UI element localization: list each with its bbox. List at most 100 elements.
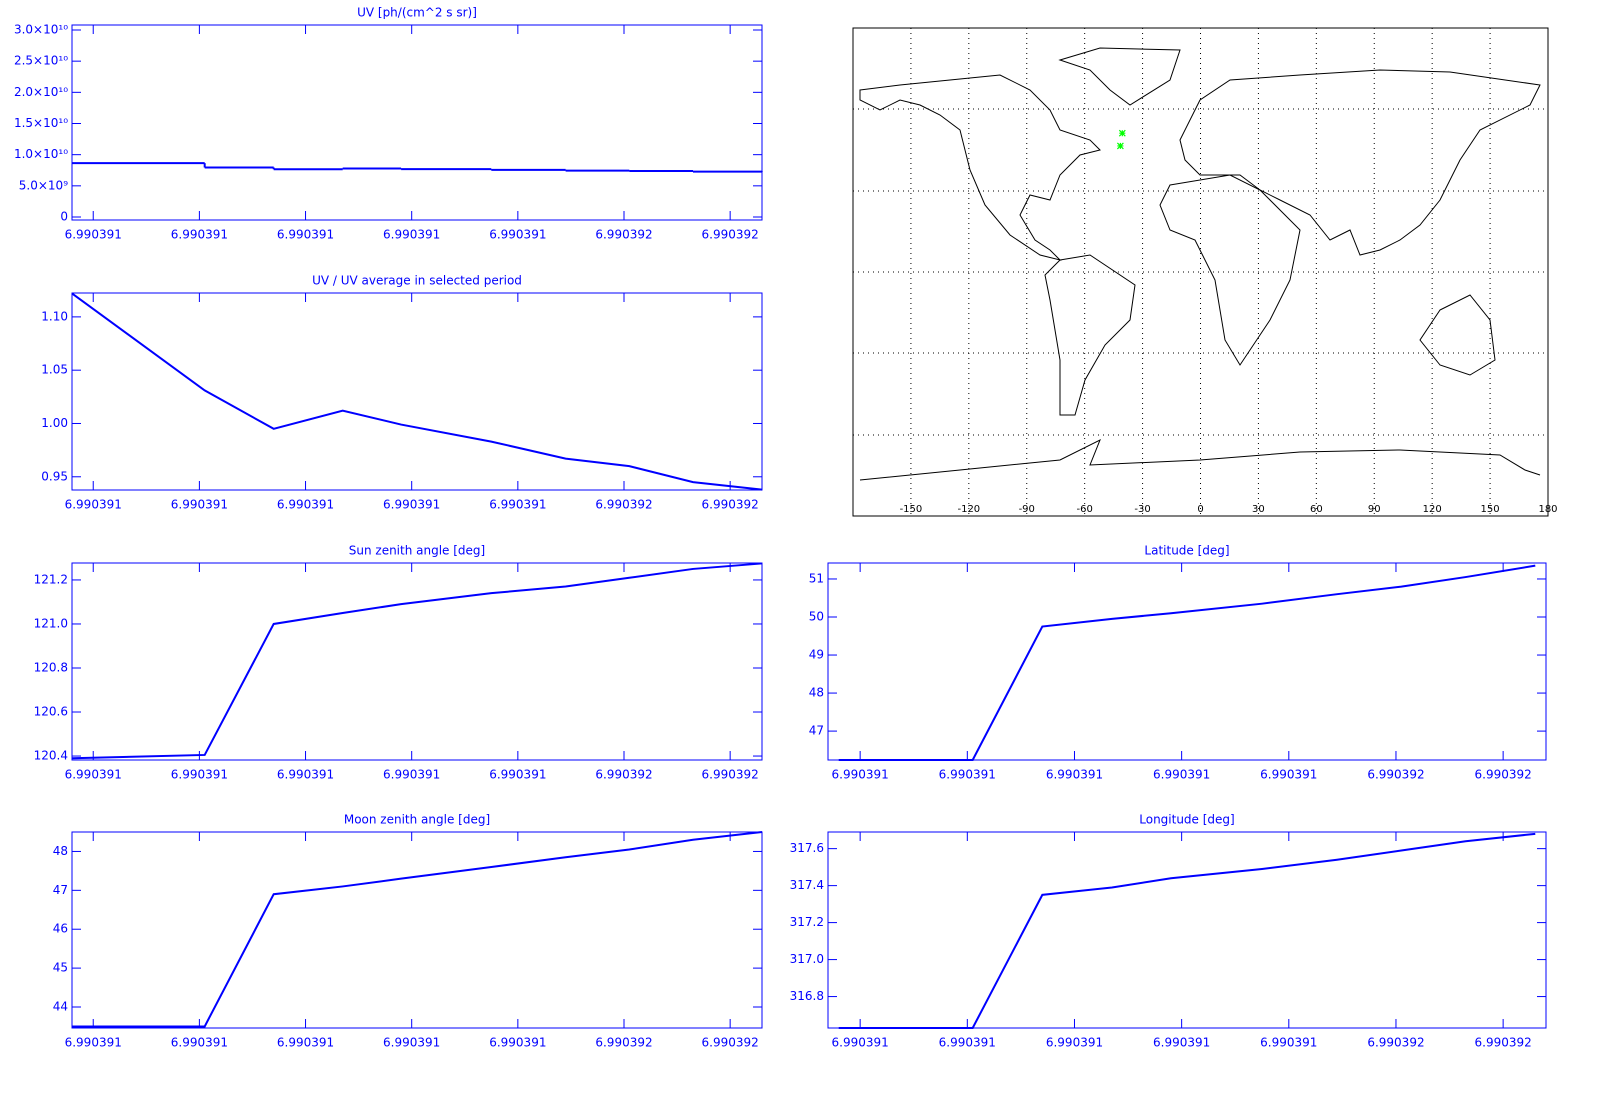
australia [1419, 294, 1496, 376]
x-tick-label: 6.990391 [277, 1036, 334, 1050]
y-tick-label: 0.95 [41, 469, 68, 483]
x-tick-label: 6.990391 [832, 768, 889, 782]
plot-frame [71, 562, 763, 761]
y-tick-label: 120.4 [34, 749, 68, 763]
x-tick-label: 6.990391 [65, 1036, 122, 1050]
x-tick-label: 6.990392 [595, 228, 652, 242]
y-tick-label: 51 [809, 571, 824, 585]
data-line [838, 832, 1536, 1029]
x-tick-label: 6.990391 [65, 498, 122, 512]
x-tick-label: 6.990391 [277, 498, 334, 512]
x-tick-label: 6.990391 [1153, 768, 1210, 782]
x-tick-label: 6.990392 [702, 228, 759, 242]
x-tick-label: 6.990391 [277, 228, 334, 242]
line-chart: Moon zenith angle [deg] 44 45 46 47 48 6.99039… [53, 813, 763, 1050]
x-tick-label: -30 [1134, 504, 1150, 515]
chart-title: Moon zenith angle [deg] [344, 813, 490, 827]
line-chart: UV [ph/(cm^2 s sr)] 0 5.0×10⁹ 1.0×10¹⁰ 1.5×1… [14, 6, 763, 242]
x-tick-label: 6.990391 [171, 1036, 228, 1050]
antarctica [859, 438, 1541, 481]
line-chart: Longitude [deg] 316.8 317.0 317.2 317.4 317.6… [790, 813, 1547, 1050]
y-tick-label: 50 [809, 610, 824, 624]
chart-title: UV / UV average in selected period [312, 274, 522, 288]
line-chart: Latitude [deg] 47 48 49 50 51 6.990391 6.990391… [809, 544, 1547, 782]
y-tick-label: 316.8 [790, 989, 824, 1003]
line-chart: UV / UV average in selected period 0.95 1.… [41, 274, 763, 512]
y-tick-label: 3.0×10¹⁰ [14, 22, 68, 36]
y-tick-label: 45 [53, 961, 68, 975]
x-tick-label: 150 [1481, 504, 1500, 515]
y-tick-label: 1.00 [41, 416, 68, 430]
world-map: -150 -120 -90 -60 -30 0 30 60 90 120 150 180 [852, 27, 1558, 517]
y-tick-label: 44 [53, 1000, 68, 1014]
x-tick-label: 6.990391 [171, 498, 228, 512]
y-tick-label: 317.0 [790, 952, 824, 966]
africa [1159, 174, 1301, 366]
x-tick-label: 6.990391 [171, 228, 228, 242]
data-line [838, 564, 1536, 761]
y-tick-label: 1.5×10¹⁰ [14, 116, 68, 130]
x-tick-label: 6.990392 [1475, 1036, 1532, 1050]
y-tick-label: 47 [809, 724, 824, 738]
chart-title: Latitude [deg] [1144, 544, 1229, 558]
y-tick-label: 2.5×10¹⁰ [14, 54, 68, 68]
y-tick-label: 1.05 [41, 363, 68, 377]
x-tick-label: 6.990392 [1367, 768, 1424, 782]
data-line [71, 292, 763, 491]
y-tick-label: 46 [53, 922, 68, 936]
south-america [1044, 254, 1136, 416]
x-tick-label: 6.990391 [1046, 1036, 1103, 1050]
data-line [71, 562, 763, 760]
x-tick-label: 6.990391 [65, 228, 122, 242]
chart-title: UV [ph/(cm^2 s sr)] [357, 6, 477, 20]
x-tick-label: 6.990391 [1153, 1036, 1210, 1050]
track-point [1118, 129, 1126, 137]
y-tick-label: 1.10 [41, 309, 68, 323]
y-tick-label: 2.0×10¹⁰ [14, 85, 68, 99]
y-tick-label: 49 [809, 648, 824, 662]
x-tick-label: 30 [1252, 504, 1265, 515]
x-tick-label: 6.990391 [1260, 1036, 1317, 1050]
x-tick-label: 6.990392 [702, 768, 759, 782]
x-tick-label: 6.990391 [171, 768, 228, 782]
x-tick-label: 6.990391 [489, 768, 546, 782]
y-tick-label: 47 [53, 883, 68, 897]
y-tick-label: 317.4 [790, 878, 824, 892]
x-tick-label: 6.990392 [1367, 1036, 1424, 1050]
x-tick-label: 6.990391 [383, 228, 440, 242]
plot-frame [71, 292, 763, 491]
x-tick-label: 120 [1423, 504, 1442, 515]
track-point [1116, 142, 1124, 150]
y-tick-label: 0 [60, 210, 68, 224]
line-chart: Sun zenith angle [deg] 120.4 120.6 120.8 121… [34, 544, 763, 782]
greenland [1058, 47, 1181, 106]
x-tick-label: 6.990391 [939, 1036, 996, 1050]
x-tick-label: 6.990392 [702, 498, 759, 512]
x-tick-label: 6.990391 [489, 1036, 546, 1050]
x-tick-label: 6.990391 [65, 768, 122, 782]
x-tick-label: 6.990391 [383, 768, 440, 782]
x-tick-label: 6.990392 [595, 1036, 652, 1050]
chart-title: Sun zenith angle [deg] [349, 544, 485, 558]
chart-title: Longitude [deg] [1139, 813, 1234, 827]
x-tick-label: 90 [1368, 504, 1381, 515]
y-tick-label: 5.0×10⁹ [19, 178, 68, 192]
x-tick-label: 6.990391 [489, 228, 546, 242]
x-tick-label: -120 [957, 504, 980, 515]
x-tick-label: -60 [1076, 504, 1092, 515]
y-tick-label: 120.6 [34, 705, 68, 719]
plot-frame [827, 831, 1547, 1029]
north-america [859, 74, 1101, 261]
x-tick-label: 6.990391 [939, 768, 996, 782]
y-tick-label: 317.2 [790, 915, 824, 929]
x-tick-label: 6.990391 [277, 768, 334, 782]
y-tick-label: 121.0 [34, 616, 68, 630]
x-tick-label: 6.990392 [702, 1036, 759, 1050]
x-tick-label: 6.990391 [1046, 768, 1103, 782]
latitude-grid [853, 108, 1548, 436]
x-tick-label: 6.990391 [1260, 768, 1317, 782]
x-tick-label: 180 [1538, 504, 1557, 515]
plot-frame [827, 562, 1547, 761]
